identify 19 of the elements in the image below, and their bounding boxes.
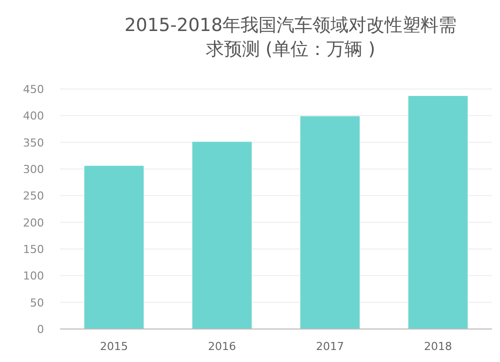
- x-tick-label: 2015: [100, 340, 128, 353]
- bar: [300, 116, 360, 329]
- y-tick-label: 50: [30, 296, 44, 310]
- x-tick-label: 2016: [208, 340, 236, 353]
- x-tick-label: 2017: [316, 340, 344, 353]
- y-tick-label: 300: [23, 163, 44, 176]
- y-tick-label: 450: [23, 83, 44, 96]
- bar: [408, 96, 468, 329]
- bar: [84, 166, 144, 329]
- bar: [192, 142, 252, 329]
- y-tick-label: 350: [23, 136, 44, 150]
- y-tick-label: 250: [23, 190, 44, 203]
- y-tick-label: 200: [23, 216, 44, 230]
- y-tick-label: 100: [23, 270, 44, 283]
- y-tick-label: 150: [23, 243, 44, 256]
- y-tick-label: 400: [23, 110, 44, 123]
- chart-title: 2015-2018年我国汽车领域对改性塑料需求预测 (单位：万辆 ): [123, 14, 458, 62]
- x-tick-label: 2018: [424, 340, 452, 353]
- y-tick-label: 0: [37, 323, 44, 336]
